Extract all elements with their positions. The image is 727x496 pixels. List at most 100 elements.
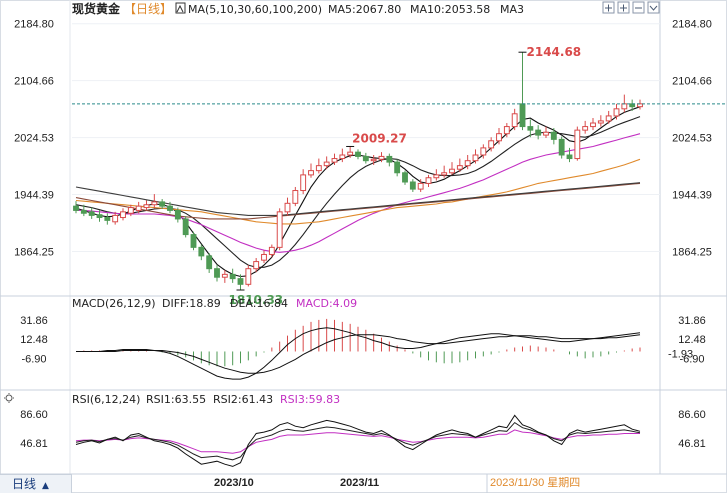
candle-body (621, 103, 628, 110)
candle-body (613, 108, 620, 117)
candle-body (386, 155, 393, 163)
rsi2-value: RSI2:61.43 (213, 393, 273, 406)
price-tick-left: 2184.80 (14, 19, 54, 31)
candle-body (276, 211, 283, 248)
macd-tick-left: 31.86 (20, 315, 48, 327)
macd-plot (76, 318, 641, 380)
candle-body (198, 246, 205, 257)
rsi-settings-icon[interactable] (4, 393, 14, 403)
price-axis: 2184.80 2184.80 2104.66 2104.66 2024.53 2024.… (14, 19, 712, 259)
macd-header: MACD(26,12,9) DIFF:18.89 DEA:16.84 MACD:… (72, 297, 357, 310)
ma5-value: MA5:2067.80 (328, 3, 401, 16)
main-header: 现货黄金 【日线】 MA(5,10,30,60,100,200) MA5:206… (72, 1, 524, 16)
macd-tick-right: 31.86 (678, 315, 706, 327)
rsi-tick-right: 46.81 (678, 438, 706, 450)
candle-body (511, 113, 518, 128)
candle-body (190, 234, 197, 248)
chevron-down-icon[interactable] (647, 1, 660, 14)
candle-body (566, 154, 573, 160)
candle-body (597, 120, 604, 124)
period-label[interactable]: 【日线】 (124, 2, 172, 16)
candle-body (214, 268, 220, 278)
minimize-icon[interactable] (632, 1, 645, 14)
period-tab-label: 日线 (12, 477, 37, 491)
toolbar-icons (602, 1, 660, 14)
candle-body (159, 201, 166, 207)
macd-dea-value: DEA:16.84 (230, 297, 288, 310)
period-tab[interactable]: 日线 ▲ (0, 474, 72, 493)
candle-body (300, 174, 307, 192)
candle-body (378, 155, 385, 160)
rsi-header: RSI(6,12,24) RSI1:63.55 RSI2:61.43 RSI3:… (72, 393, 340, 406)
macd-params-label: MACD(26,12,9) (72, 297, 156, 310)
candle-body (605, 115, 612, 122)
macd-diff-value: DIFF:18.89 (162, 297, 221, 310)
macd-tick-right: -6.90 (679, 353, 704, 365)
candle-body (143, 204, 150, 209)
price-tick-right: 2024.53 (672, 133, 712, 145)
candle-body (331, 158, 338, 163)
ma-settings-icon[interactable] (175, 2, 186, 14)
candle-body (425, 177, 432, 184)
candle-body (268, 246, 275, 255)
date-axis: 2023/10 2023/11 2023/11/30 星期四 (214, 474, 580, 493)
macd-current-value: -1.93 (668, 348, 693, 360)
rsi-tick-left: 86.60 (20, 409, 48, 421)
candle-body (96, 214, 103, 219)
candle-body (253, 261, 260, 270)
caret-up-icon: ▲ (42, 481, 49, 491)
crosshair-icon[interactable] (617, 1, 630, 14)
candle-body (527, 126, 534, 131)
candle-body (315, 165, 322, 172)
price-tick-left: 1944.39 (14, 190, 54, 202)
symbol-title: 现货黄金 (72, 1, 121, 16)
rsi-params-label: RSI(6,12,24) (72, 393, 140, 406)
candle-body (503, 126, 510, 135)
candle-body (456, 165, 463, 170)
candle-body (167, 205, 173, 211)
rsi-tick-right: 86.60 (678, 409, 706, 421)
candle-body (206, 255, 213, 270)
macd-tick-left: 12.48 (20, 334, 48, 346)
ma-params-label: MA(5,10,30,60,100,200) (188, 3, 322, 16)
candle-body (362, 155, 369, 162)
main-grid (72, 23, 660, 252)
ma100-line (75, 182, 641, 220)
candle-body (120, 211, 126, 219)
candle-body (308, 170, 314, 176)
high-price-label: 2144.68 (527, 45, 582, 59)
date-tick-oct: 2023/10 (214, 477, 254, 489)
candle-body (284, 202, 291, 213)
candle-body (80, 209, 87, 214)
candle-body (402, 172, 408, 183)
candle-body (558, 138, 565, 156)
cursor-date: 2023/11/30 星期四 (490, 476, 580, 489)
candle-body (112, 214, 119, 223)
rsi3-line (75, 429, 640, 454)
candle-body (543, 131, 549, 136)
macd-diff-line (76, 327, 641, 380)
candle-body (480, 147, 487, 156)
candle-body (417, 182, 424, 190)
rsi-axis: 86.60 86.60 46.81 46.81 (20, 409, 706, 450)
macd-tick-left: -6.90 (21, 353, 46, 365)
candle-body (394, 161, 401, 174)
candle-body (323, 161, 330, 167)
candle-body (370, 158, 377, 162)
ma10-value: MA10:2053.58 (410, 3, 490, 16)
candle-body (433, 174, 440, 179)
candle-body (355, 151, 361, 157)
date-tick-nov: 2023/11 (340, 477, 379, 489)
low-price-label: 1810.33 (229, 293, 284, 307)
candle-body (73, 205, 79, 211)
expand-icon[interactable] (602, 1, 615, 14)
candle-body (519, 103, 526, 128)
candle-body (409, 181, 416, 190)
macd-dea-line (76, 334, 641, 374)
rsi3-value: RSI3:59.83 (280, 393, 340, 406)
candle-body (550, 131, 557, 140)
candle-body (104, 217, 111, 221)
price-tick-right: 2104.66 (672, 76, 712, 88)
